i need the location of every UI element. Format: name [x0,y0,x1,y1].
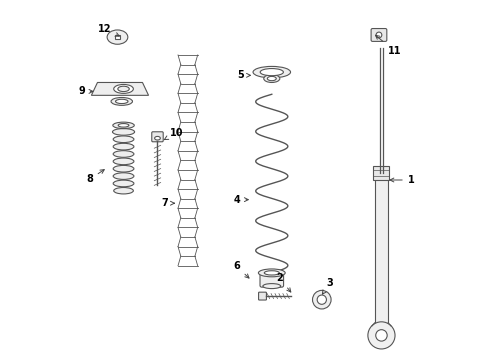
Circle shape [376,32,382,38]
Ellipse shape [116,99,128,104]
Ellipse shape [107,30,128,44]
Circle shape [376,330,387,341]
FancyBboxPatch shape [115,35,120,39]
FancyBboxPatch shape [371,28,387,41]
Text: 12: 12 [98,24,120,36]
Circle shape [368,322,395,349]
Ellipse shape [253,66,291,78]
Text: 4: 4 [234,195,248,204]
FancyBboxPatch shape [152,132,163,142]
Text: 3: 3 [322,278,333,294]
FancyBboxPatch shape [260,271,284,287]
FancyBboxPatch shape [375,173,388,323]
Ellipse shape [114,85,133,93]
Ellipse shape [113,165,134,172]
Text: 1: 1 [390,175,415,185]
Text: 9: 9 [78,86,93,96]
Ellipse shape [118,123,129,127]
Ellipse shape [113,143,134,150]
Ellipse shape [118,86,129,91]
FancyBboxPatch shape [259,292,267,300]
Ellipse shape [264,75,280,82]
Polygon shape [92,82,148,95]
Ellipse shape [111,98,132,105]
Ellipse shape [113,151,134,157]
Text: 7: 7 [161,198,174,208]
Ellipse shape [113,129,135,135]
Ellipse shape [264,271,279,275]
Ellipse shape [155,136,160,140]
Text: 2: 2 [276,273,291,292]
Ellipse shape [268,76,276,81]
Text: 8: 8 [86,170,104,184]
Ellipse shape [258,269,285,277]
Ellipse shape [113,122,134,129]
Ellipse shape [113,136,134,143]
Ellipse shape [113,180,134,187]
Text: 6: 6 [233,261,249,278]
Ellipse shape [113,158,134,165]
Circle shape [317,295,326,304]
FancyBboxPatch shape [373,166,390,180]
Text: 5: 5 [237,70,250,80]
Ellipse shape [113,173,134,179]
Circle shape [313,291,331,309]
Text: 10: 10 [164,128,183,140]
Ellipse shape [263,284,281,289]
Ellipse shape [260,68,283,76]
Ellipse shape [114,188,133,194]
Text: 11: 11 [375,35,401,56]
